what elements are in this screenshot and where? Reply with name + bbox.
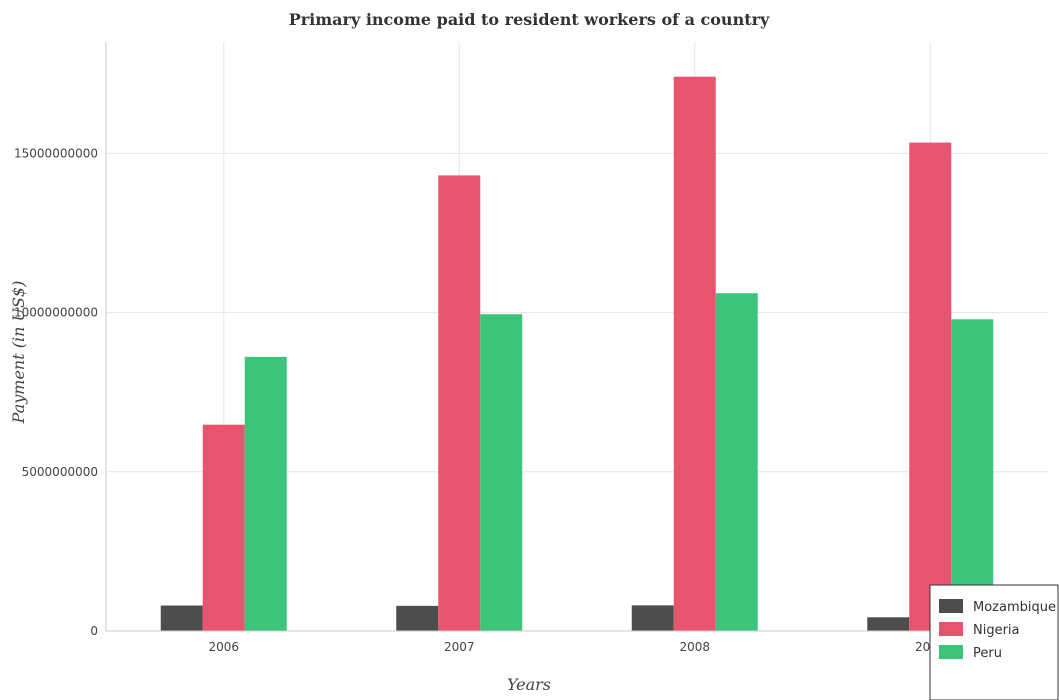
x-tick-label: 2007: [444, 640, 475, 654]
legend-swatch-nigeria: [939, 622, 963, 636]
bar-peru-2007: [480, 314, 523, 631]
x-tick-label: 2008: [679, 640, 710, 654]
bar-nigeria-2006: [202, 424, 245, 631]
axes: 0 5000000000 10000000000 15000000000 2006 200…: [14, 42, 1048, 654]
bar-nigeria-2008: [673, 76, 716, 631]
legend-label-peru: Peru: [973, 646, 1002, 661]
bars: [160, 76, 994, 631]
bar-peru-2009: [951, 319, 994, 631]
bar-nigeria-2007: [438, 175, 481, 631]
y-tick-label: 5000000000: [22, 465, 98, 479]
legend-swatch-peru: [939, 645, 963, 659]
x-axis-title: Years: [507, 675, 551, 694]
bar-nigeria-2009: [909, 142, 952, 631]
y-tick-label: 15000000000: [14, 146, 98, 160]
bar-mozambique-2008: [631, 605, 674, 631]
legend-swatch-mozambique: [939, 599, 963, 613]
bar-mozambique-2007: [396, 605, 439, 631]
bar-mozambique-2009: [867, 617, 910, 631]
bar-peru-2008: [715, 293, 758, 631]
y-tick-label: 0: [90, 624, 98, 638]
bar-mozambique-2006: [160, 605, 203, 631]
y-tick-label: 10000000000: [14, 306, 98, 320]
legend-label-mozambique: Mozambique: [973, 600, 1056, 615]
legend-label-nigeria: Nigeria: [973, 623, 1020, 638]
x-tick-label: 2006: [208, 640, 239, 654]
y-axis-title: Payment (in US$): [9, 281, 28, 425]
legend: Mozambique Nigeria Peru: [929, 584, 1059, 700]
bar-peru-2006: [244, 356, 287, 631]
chart-title: Primary income paid to resident workers …: [289, 10, 770, 29]
